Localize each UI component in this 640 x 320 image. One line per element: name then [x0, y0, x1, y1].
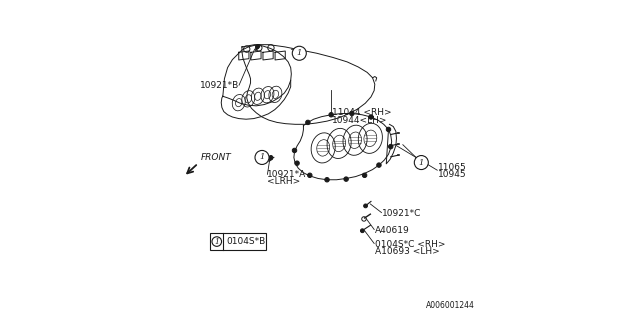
Circle shape [329, 113, 333, 117]
Circle shape [255, 150, 269, 164]
Circle shape [364, 204, 367, 208]
Text: 1: 1 [214, 237, 220, 245]
Text: 0104S*B: 0104S*B [227, 237, 266, 246]
Circle shape [344, 177, 348, 181]
Text: 10921*A: 10921*A [268, 170, 307, 179]
Circle shape [292, 46, 307, 60]
Circle shape [292, 148, 297, 153]
Text: 1: 1 [296, 49, 302, 57]
Circle shape [360, 229, 364, 233]
Circle shape [269, 156, 273, 159]
Circle shape [414, 156, 428, 170]
Text: A10693 <LH>: A10693 <LH> [375, 247, 440, 256]
Text: 0104S*C <RH>: 0104S*C <RH> [375, 240, 445, 249]
Circle shape [255, 45, 259, 49]
Text: 10921*B: 10921*B [200, 81, 239, 90]
Circle shape [362, 173, 367, 178]
Text: <LRH>: <LRH> [268, 177, 301, 186]
Text: 10945: 10945 [438, 170, 467, 179]
Text: A006001244: A006001244 [426, 301, 474, 310]
Circle shape [377, 163, 381, 167]
Circle shape [308, 173, 312, 178]
Circle shape [349, 111, 354, 116]
Text: FRONT: FRONT [200, 153, 231, 162]
Text: 11044 <RH>: 11044 <RH> [332, 108, 392, 117]
Circle shape [295, 161, 300, 165]
Circle shape [388, 144, 393, 149]
Text: 11065: 11065 [438, 163, 467, 172]
Text: 1: 1 [419, 158, 424, 166]
Circle shape [387, 127, 391, 132]
Text: A40619: A40619 [375, 226, 410, 235]
Text: 10921*C: 10921*C [382, 209, 422, 218]
Circle shape [369, 115, 373, 119]
Text: 1: 1 [259, 154, 265, 162]
Circle shape [212, 237, 221, 246]
Bar [210, 233, 266, 250]
Text: 10944<LH>: 10944<LH> [332, 116, 388, 125]
Circle shape [324, 178, 329, 182]
Circle shape [306, 120, 310, 124]
